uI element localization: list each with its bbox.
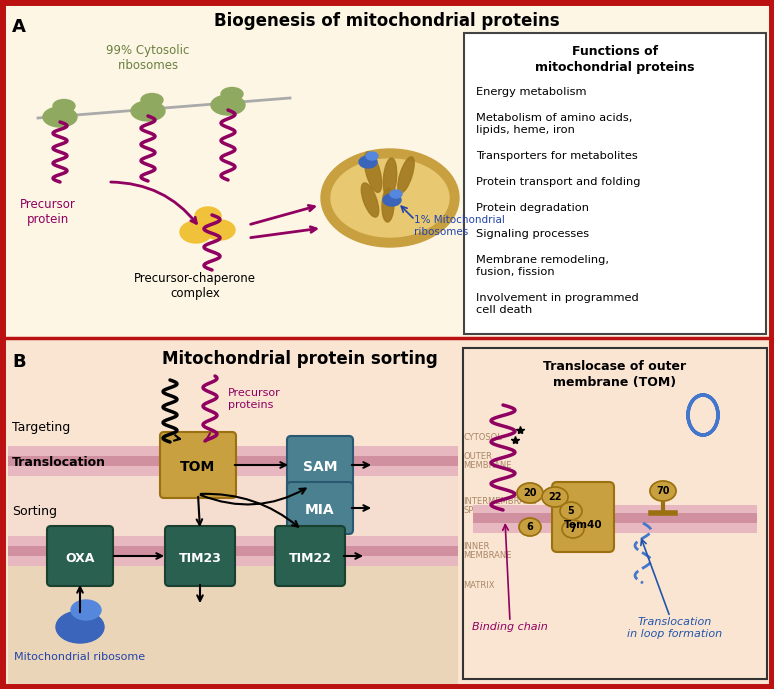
- Ellipse shape: [53, 99, 75, 112]
- Bar: [8, 446, 458, 476]
- FancyBboxPatch shape: [165, 526, 235, 586]
- Text: 70: 70: [656, 486, 670, 496]
- Text: Membrane remodeling,
fusion, fission: Membrane remodeling, fusion, fission: [476, 255, 609, 277]
- Bar: [2, 338, 772, 687]
- Ellipse shape: [390, 190, 402, 198]
- Text: Metabolism of amino acids,
lipids, heme, iron: Metabolism of amino acids, lipids, heme,…: [476, 113, 632, 135]
- FancyBboxPatch shape: [464, 33, 766, 334]
- Ellipse shape: [321, 149, 459, 247]
- Text: OUTER
MEMBRANE: OUTER MEMBRANE: [463, 452, 512, 471]
- Text: Functions of
mitochondrial proteins: Functions of mitochondrial proteins: [536, 45, 695, 74]
- Text: 7: 7: [570, 524, 577, 534]
- Text: MIA: MIA: [305, 503, 335, 517]
- Bar: [8, 566, 458, 685]
- Text: Signaling processes: Signaling processes: [476, 229, 589, 239]
- Ellipse shape: [560, 502, 582, 520]
- Text: Precursor
protein: Precursor protein: [20, 198, 76, 226]
- Ellipse shape: [383, 194, 401, 206]
- FancyBboxPatch shape: [160, 432, 236, 498]
- Text: 20: 20: [523, 488, 536, 498]
- Ellipse shape: [195, 207, 221, 225]
- Text: Precursor
proteins: Precursor proteins: [228, 388, 281, 409]
- Text: Translocation
in loop formation: Translocation in loop formation: [628, 617, 723, 639]
- Ellipse shape: [180, 221, 212, 243]
- Ellipse shape: [365, 152, 382, 192]
- FancyBboxPatch shape: [463, 348, 767, 679]
- Text: 22: 22: [548, 492, 562, 502]
- Text: Sorting: Sorting: [12, 504, 57, 517]
- Text: SAM: SAM: [303, 460, 337, 474]
- Text: Biogenesis of mitochondrial proteins: Biogenesis of mitochondrial proteins: [214, 12, 560, 30]
- Text: Mitochondrial ribosome: Mitochondrial ribosome: [15, 652, 146, 662]
- Ellipse shape: [331, 159, 449, 237]
- Ellipse shape: [361, 183, 378, 217]
- Bar: [8, 456, 458, 466]
- Text: Transporters for metabolites: Transporters for metabolites: [476, 151, 638, 161]
- Text: Binding chain: Binding chain: [472, 622, 548, 632]
- Text: B: B: [12, 353, 26, 371]
- Ellipse shape: [517, 483, 543, 503]
- Text: OXA: OXA: [65, 551, 94, 564]
- Ellipse shape: [221, 88, 243, 101]
- Ellipse shape: [519, 518, 541, 536]
- FancyBboxPatch shape: [287, 482, 353, 534]
- Bar: [2, 2, 772, 338]
- Text: INNER
MEMBRANE: INNER MEMBRANE: [463, 542, 512, 560]
- FancyBboxPatch shape: [275, 526, 345, 586]
- Ellipse shape: [562, 520, 584, 538]
- Text: Precursor-chaperone
complex: Precursor-chaperone complex: [134, 272, 256, 300]
- Text: Translocase of outer
membrane (TOM): Translocase of outer membrane (TOM): [543, 360, 687, 389]
- Ellipse shape: [211, 95, 245, 115]
- Ellipse shape: [71, 600, 101, 620]
- Ellipse shape: [43, 107, 77, 127]
- Text: A: A: [12, 18, 26, 36]
- Text: TIM22: TIM22: [289, 551, 331, 564]
- Text: 99% Cytosolic
ribosomes: 99% Cytosolic ribosomes: [106, 44, 190, 72]
- Bar: [8, 546, 458, 556]
- Ellipse shape: [542, 487, 568, 507]
- Bar: [8, 536, 458, 566]
- Ellipse shape: [359, 156, 377, 168]
- Text: Protein degradation: Protein degradation: [476, 203, 589, 213]
- Text: Energy metabolism: Energy metabolism: [476, 87, 587, 97]
- FancyBboxPatch shape: [552, 482, 614, 552]
- Ellipse shape: [141, 94, 163, 107]
- Ellipse shape: [131, 101, 165, 121]
- Text: 5: 5: [567, 506, 574, 516]
- Ellipse shape: [366, 152, 378, 160]
- FancyBboxPatch shape: [287, 436, 353, 494]
- Ellipse shape: [383, 158, 397, 198]
- Text: Mitochondrial protein sorting: Mitochondrial protein sorting: [162, 350, 438, 368]
- Text: CYTOSOL: CYTOSOL: [463, 433, 502, 442]
- Bar: [473, 505, 757, 533]
- Bar: [473, 513, 757, 523]
- FancyBboxPatch shape: [47, 526, 113, 586]
- Ellipse shape: [398, 157, 414, 193]
- Ellipse shape: [56, 611, 104, 643]
- Ellipse shape: [650, 481, 676, 501]
- Text: TIM23: TIM23: [179, 551, 221, 564]
- Text: Targeting: Targeting: [12, 422, 70, 435]
- Bar: [8, 476, 458, 536]
- Text: Protein transport and folding: Protein transport and folding: [476, 177, 641, 187]
- Ellipse shape: [382, 188, 394, 222]
- Text: Translocation: Translocation: [12, 457, 106, 469]
- Text: TOM: TOM: [180, 460, 216, 474]
- Text: Involvement in programmed
cell death: Involvement in programmed cell death: [476, 293, 639, 315]
- Text: 1% Mitochondrial
ribosomes: 1% Mitochondrial ribosomes: [414, 215, 505, 236]
- Text: 6: 6: [526, 522, 533, 532]
- Text: MATRIX: MATRIX: [463, 582, 495, 590]
- Text: INTERMEMBRANE
SPACE: INTERMEMBRANE SPACE: [463, 497, 536, 515]
- Text: Tom40: Tom40: [563, 520, 602, 530]
- Ellipse shape: [205, 220, 235, 240]
